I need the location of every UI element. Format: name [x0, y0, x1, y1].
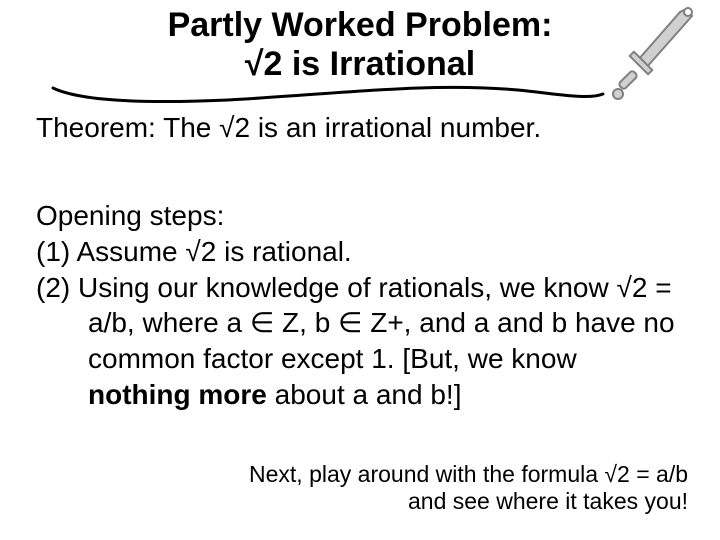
slide: Partly Worked Problem: √2 is Irrational … [0, 0, 720, 540]
next-hint: Next, play around with the formula √2 = … [208, 461, 688, 516]
sword-pommel-top [684, 8, 692, 16]
opening-label: Opening steps: [36, 198, 686, 234]
next-line-2: and see where it takes you! [208, 488, 688, 516]
sword-icon [610, 4, 700, 104]
step-2-bold: nothing more [88, 379, 267, 410]
sword-grip [618, 70, 638, 90]
sword-blade [638, 8, 692, 68]
step-1: (1) Assume √2 is rational. [36, 234, 686, 270]
next-line-1: Next, play around with the formula √2 = … [208, 461, 688, 489]
body-text: Opening steps: (1) Assume √2 is rational… [36, 198, 686, 413]
underline-path [53, 87, 603, 101]
step-2-head: (2) Using our knowledge of rationals, we… [36, 272, 675, 375]
step-2-tail: about a and b!] [267, 379, 462, 410]
theorem-text: Theorem: The √2 is an irrational number. [36, 112, 541, 144]
sword-pommel [613, 89, 623, 99]
step-2: (2) Using our knowledge of rationals, we… [36, 270, 686, 413]
